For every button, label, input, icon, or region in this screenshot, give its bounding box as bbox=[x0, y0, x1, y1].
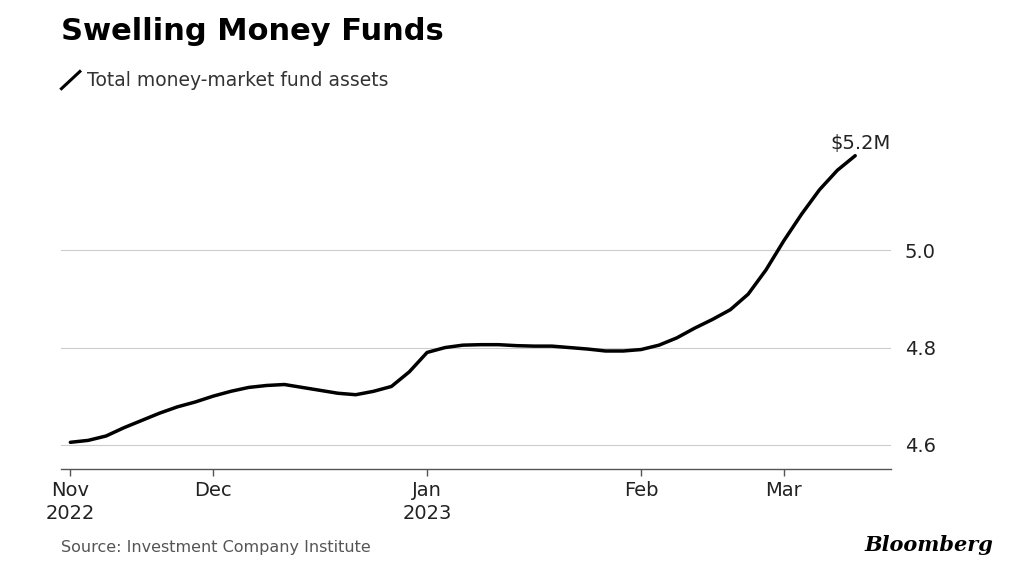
Text: Bloomberg: Bloomberg bbox=[864, 535, 993, 555]
Text: $5.2M: $5.2M bbox=[830, 134, 891, 153]
Text: Swelling Money Funds: Swelling Money Funds bbox=[61, 17, 444, 46]
Text: Source: Investment Company Institute: Source: Investment Company Institute bbox=[61, 540, 371, 555]
Text: Total money-market fund assets: Total money-market fund assets bbox=[87, 70, 388, 90]
